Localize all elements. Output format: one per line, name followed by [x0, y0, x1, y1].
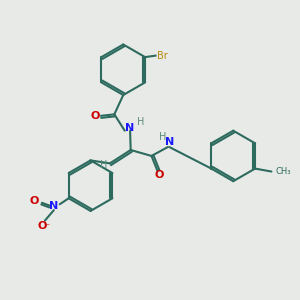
Text: O: O	[29, 196, 39, 206]
Text: H: H	[136, 117, 144, 128]
Text: N: N	[165, 137, 174, 147]
Text: N: N	[125, 123, 135, 133]
Text: Br: Br	[157, 51, 168, 61]
Text: O: O	[37, 221, 46, 231]
Text: N: N	[49, 201, 58, 211]
Text: O: O	[154, 170, 164, 180]
Text: CH₃: CH₃	[276, 167, 291, 176]
Text: H: H	[100, 160, 107, 170]
Text: O: O	[91, 111, 100, 121]
Text: ⁻: ⁻	[45, 222, 50, 232]
Text: H: H	[159, 132, 166, 142]
